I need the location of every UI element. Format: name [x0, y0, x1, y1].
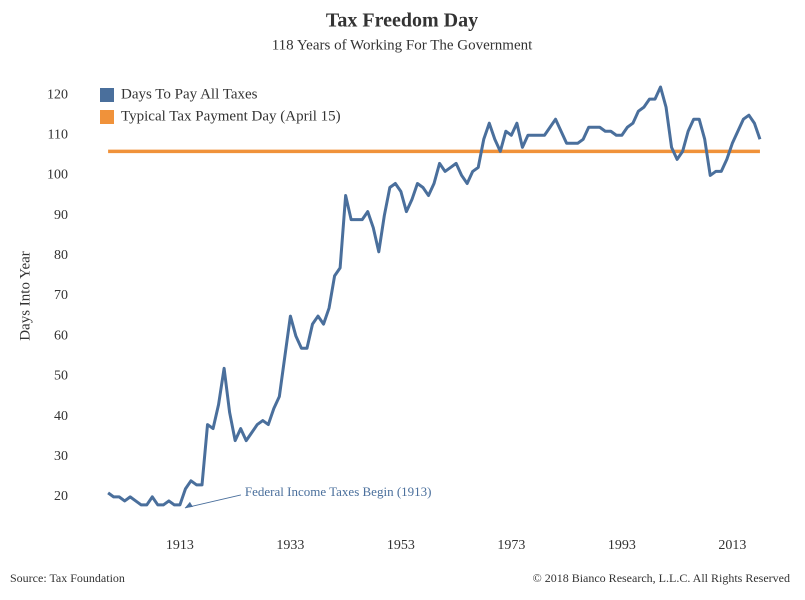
chart-title: Tax Freedom Day: [326, 10, 478, 32]
y-tick-label: 40: [54, 409, 68, 424]
x-tick-label: 1913: [166, 538, 194, 553]
x-tick-label: 2013: [718, 538, 746, 553]
y-tick-label: 60: [54, 328, 68, 343]
annotation: Federal Income Taxes Begin (1913): [245, 484, 432, 499]
annotation-arrow: [184, 494, 242, 509]
x-tick-label: 1973: [497, 538, 525, 553]
legend-swatch: [100, 88, 114, 102]
y-tick-label: 90: [54, 208, 68, 223]
y-tick-label: 70: [54, 288, 68, 303]
legend-label: Typical Tax Payment Day (April 15): [121, 108, 341, 124]
x-tick-label: 1933: [276, 538, 304, 553]
y-tick-label: 100: [47, 168, 68, 183]
y-tick-label: 20: [54, 489, 68, 504]
y-tick-label: 110: [48, 127, 68, 142]
copyright: © 2018 Bianco Research, L.L.C. All Right…: [533, 571, 790, 585]
y-tick-label: 30: [54, 449, 68, 464]
x-tick-label: 1953: [387, 538, 415, 553]
y-tick-label: 80: [54, 248, 68, 263]
legend-swatch: [100, 110, 114, 124]
y-tick-label: 120: [47, 87, 68, 102]
chart-subtitle: 118 Years of Working For The Government: [272, 37, 533, 53]
x-tick-label: 1993: [608, 538, 636, 553]
y-tick-label: 50: [54, 369, 68, 384]
annotation-arrowhead: [184, 501, 193, 508]
source: Source: Tax Foundation: [10, 571, 125, 585]
legend-label: Days To Pay All Taxes: [121, 86, 258, 102]
y-axis-label: Days Into Year: [17, 251, 33, 341]
series-line: [107, 85, 762, 507]
